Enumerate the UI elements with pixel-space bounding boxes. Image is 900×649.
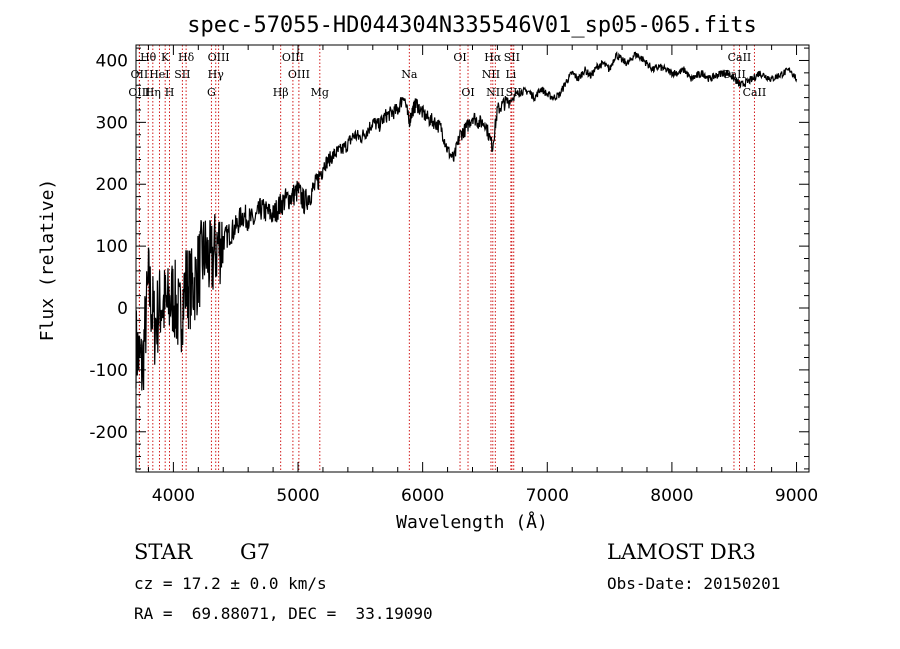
- line-label-13: OIII: [288, 68, 310, 81]
- redshift-cz: cz = 17.2 ± 0.0 km/s: [134, 574, 327, 593]
- y-axis-label: Flux (relative): [37, 179, 58, 342]
- y-tick-label-6: 400: [96, 51, 128, 71]
- y-tick-label-3: 100: [96, 237, 128, 257]
- line-label-15: Mg: [311, 86, 329, 99]
- plot-frame: [135, 44, 810, 473]
- spectrum-line: [135, 51, 798, 391]
- line-label-24: SII: [506, 86, 522, 99]
- line-label-0: Hθ: [140, 51, 157, 64]
- line-label-22: Li: [505, 68, 516, 81]
- x-tick-label-4: 8000: [650, 486, 693, 506]
- spectral-line-markers: [138, 45, 755, 472]
- line-label-4: Hη: [145, 86, 161, 99]
- axis-ticks: 4000 5000 6000 7000 8000 9000 -200 -100 0 100 200 3…: [89, 45, 818, 506]
- line-label-14: Hβ: [273, 86, 289, 99]
- line-label-25: CaII: [728, 51, 752, 64]
- line-label-7: H: [165, 86, 175, 99]
- y-tick-label-0: -200: [89, 423, 128, 443]
- x-tick-label-1: 5000: [276, 486, 319, 506]
- line-label-19: Hα: [484, 51, 502, 64]
- line-labels: Hθ OII OIII HeI Hη K SII H Hδ OIII Hγ G OIII OIII Hβ Mg…: [128, 51, 766, 99]
- survey-name: LAMOST DR3: [607, 540, 756, 564]
- line-label-21: NII: [482, 68, 500, 81]
- line-label-8: Hδ: [178, 51, 195, 64]
- x-tick-label-3: 7000: [526, 486, 569, 506]
- line-label-12: OIII: [282, 51, 304, 64]
- x-tick-label-2: 6000: [401, 486, 444, 506]
- line-label-9: OIII: [208, 51, 230, 64]
- line-label-23: NII: [486, 86, 504, 99]
- line-label-6: SII: [174, 68, 190, 81]
- line-label-5: K: [161, 51, 170, 64]
- x-axis-label: Wavelength (Å): [396, 511, 548, 533]
- line-label-27: CaII: [743, 86, 767, 99]
- line-label-16: Na: [401, 68, 418, 81]
- line-label-1: OII: [131, 68, 149, 81]
- line-label-20: SII: [504, 51, 520, 64]
- line-label-17: OI: [453, 51, 466, 64]
- x-tick-label-5: 9000: [775, 486, 818, 506]
- line-label-26: CaII: [722, 68, 746, 81]
- y-tick-label-1: -100: [89, 361, 128, 381]
- y-tick-label-5: 300: [96, 113, 128, 133]
- line-label-18: OI: [461, 86, 474, 99]
- line-label-3: HeI: [149, 68, 169, 81]
- line-label-11: G: [207, 86, 216, 99]
- obs-date: Obs-Date: 20150201: [607, 574, 781, 593]
- subclass: G7: [240, 540, 271, 564]
- y-tick-label-4: 200: [96, 175, 128, 195]
- chart-title: spec-57055-HD044304N335546V01_sp05-065.f…: [187, 13, 757, 38]
- coordinates: RA = 69.88071, DEC = 33.19090: [134, 604, 433, 623]
- y-tick-label-2: 0: [117, 299, 128, 319]
- x-tick-label-0: 4000: [152, 486, 195, 506]
- line-label-10: Hγ: [208, 68, 225, 81]
- line-label-2: OIII: [128, 86, 150, 99]
- object-type: STAR: [134, 540, 193, 564]
